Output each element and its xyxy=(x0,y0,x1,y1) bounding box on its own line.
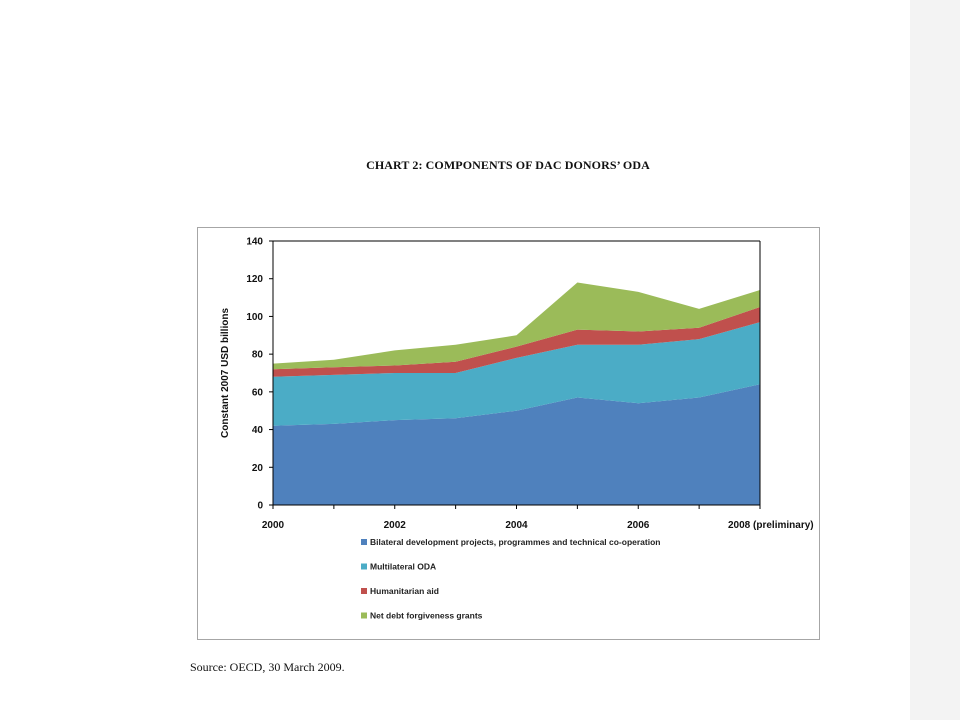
x-tick-label: 2004 xyxy=(505,520,528,531)
chart-title: CHART 2: COMPONENTS OF DAC DONORS’ ODA xyxy=(366,158,650,172)
chart-svg: 0 20 40 60 80 100 120 140 2000 2002 2004 2006 2008 … xyxy=(220,237,814,621)
y-tick-label: 120 xyxy=(246,274,263,285)
y-axis-label: Constant 2007 USD billions xyxy=(220,308,231,438)
y-tick-label: 20 xyxy=(252,463,264,474)
area-series-1 xyxy=(273,384,760,505)
x-ticks: 2000 2002 2004 2006 2008 (preliminary) xyxy=(262,505,814,531)
y-tick-label: 80 xyxy=(252,350,264,361)
y-tick-label: 0 xyxy=(257,501,263,512)
x-tick-label: 2006 xyxy=(627,520,650,531)
area-series-4 xyxy=(273,282,760,370)
x-tick-label: 2008 (preliminary) xyxy=(728,520,814,531)
legend-swatch-2 xyxy=(361,563,367,570)
legend-label-3: Humanitarian aid xyxy=(370,586,439,596)
legend-swatch-1 xyxy=(361,539,367,545)
x-tick-label: 2000 xyxy=(262,520,285,531)
legend-swatch-4 xyxy=(361,612,367,619)
y-tick-label: 140 xyxy=(246,237,263,248)
area-series-3 xyxy=(273,307,760,377)
y-ticks: 0 20 40 60 80 100 120 140 xyxy=(246,237,273,512)
y-tick-label: 100 xyxy=(246,312,263,323)
document-page: CHART 2: COMPONENTS OF DAC DONORS’ ODA 0… xyxy=(0,0,910,720)
legend-swatch-3 xyxy=(361,588,367,594)
y-tick-label: 60 xyxy=(252,387,264,398)
legend: Bilateral development projects, programm… xyxy=(361,537,661,621)
legend-label-2: Multilateral ODA xyxy=(370,562,436,572)
area-series-2 xyxy=(273,322,760,426)
source-note: Source: OECD, 30 March 2009. xyxy=(190,660,345,674)
legend-label-4: Net debt forgiveness grants xyxy=(370,611,483,621)
legend-label-1: Bilateral development projects, programm… xyxy=(370,537,661,547)
x-tick-label: 2002 xyxy=(384,520,407,531)
y-tick-label: 40 xyxy=(252,425,264,436)
area-layers xyxy=(273,282,760,505)
